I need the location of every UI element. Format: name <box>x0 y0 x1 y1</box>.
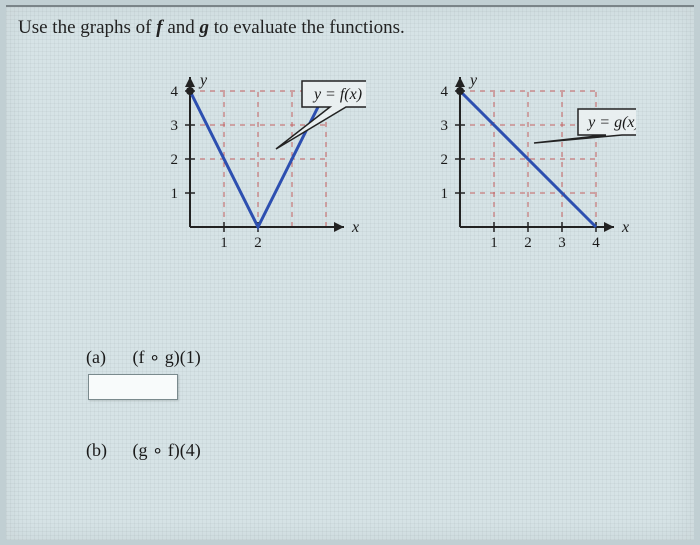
question-a: (a) (f ∘ g)(1) <box>86 347 201 400</box>
svg-text:2: 2 <box>254 235 262 251</box>
qb-lead: (g <box>133 440 153 460</box>
question-a-expr: (f ∘ g)(1) <box>133 347 201 367</box>
questions-block: (a) (f ∘ g)(1) (b) (g ∘ f)(4) <box>86 347 201 477</box>
svg-text:2: 2 <box>171 152 179 168</box>
svg-text:4: 4 <box>441 84 449 100</box>
worksheet-sheet: Use the graphs of f and g to evaluate th… <box>6 5 694 540</box>
title-mid: and <box>163 17 200 38</box>
instruction-text: Use the graphs of f and g to evaluate th… <box>18 17 405 39</box>
qa-close: ) <box>195 347 201 367</box>
title-pre: Use the graphs of <box>18 17 156 38</box>
charts-container: 1 2 3 4 1 2 y x y = f(x) 1 2 3 4 1 2 3 4 y x y = g(x) <box>156 67 636 255</box>
qa-mid: g)( <box>160 347 186 367</box>
qa-op: ∘ <box>149 347 160 367</box>
qb-arg: 4 <box>186 440 195 460</box>
qb-mid: f)( <box>163 440 185 460</box>
svg-text:y: y <box>198 72 208 89</box>
svg-text:1: 1 <box>220 235 228 251</box>
svg-text:x: x <box>351 219 359 236</box>
svg-text:3: 3 <box>558 235 566 251</box>
svg-text:4: 4 <box>592 235 600 251</box>
qb-close: ) <box>195 440 201 460</box>
svg-text:1: 1 <box>490 235 498 251</box>
svg-text:2: 2 <box>441 152 449 168</box>
svg-text:3: 3 <box>441 118 449 134</box>
svg-text:1: 1 <box>171 186 179 202</box>
svg-text:3: 3 <box>171 118 179 134</box>
question-b-expr: (g ∘ f)(4) <box>133 440 201 460</box>
svg-text:y = f(x): y = f(x) <box>312 86 362 103</box>
question-b-label: (b) <box>86 440 128 461</box>
svg-text:y: y <box>468 72 478 89</box>
chart-f: 1 2 3 4 1 2 y x y = f(x) <box>156 67 366 255</box>
qb-op: ∘ <box>152 440 163 460</box>
svg-text:4: 4 <box>171 84 179 100</box>
svg-text:2: 2 <box>524 235 532 251</box>
chart-g: 1 2 3 4 1 2 3 4 y x y = g(x) <box>426 67 636 255</box>
svg-text:1: 1 <box>441 186 449 202</box>
answer-input-a[interactable] <box>88 374 178 400</box>
svg-text:x: x <box>621 219 629 236</box>
title-post: to evaluate the functions. <box>209 17 405 38</box>
question-a-label: (a) <box>86 347 128 368</box>
title-g: g <box>200 17 210 38</box>
svg-text:y = g(x): y = g(x) <box>586 114 636 131</box>
qa-arg: 1 <box>186 347 195 367</box>
qa-lead: (f <box>133 347 150 367</box>
question-b: (b) (g ∘ f)(4) <box>86 440 201 461</box>
